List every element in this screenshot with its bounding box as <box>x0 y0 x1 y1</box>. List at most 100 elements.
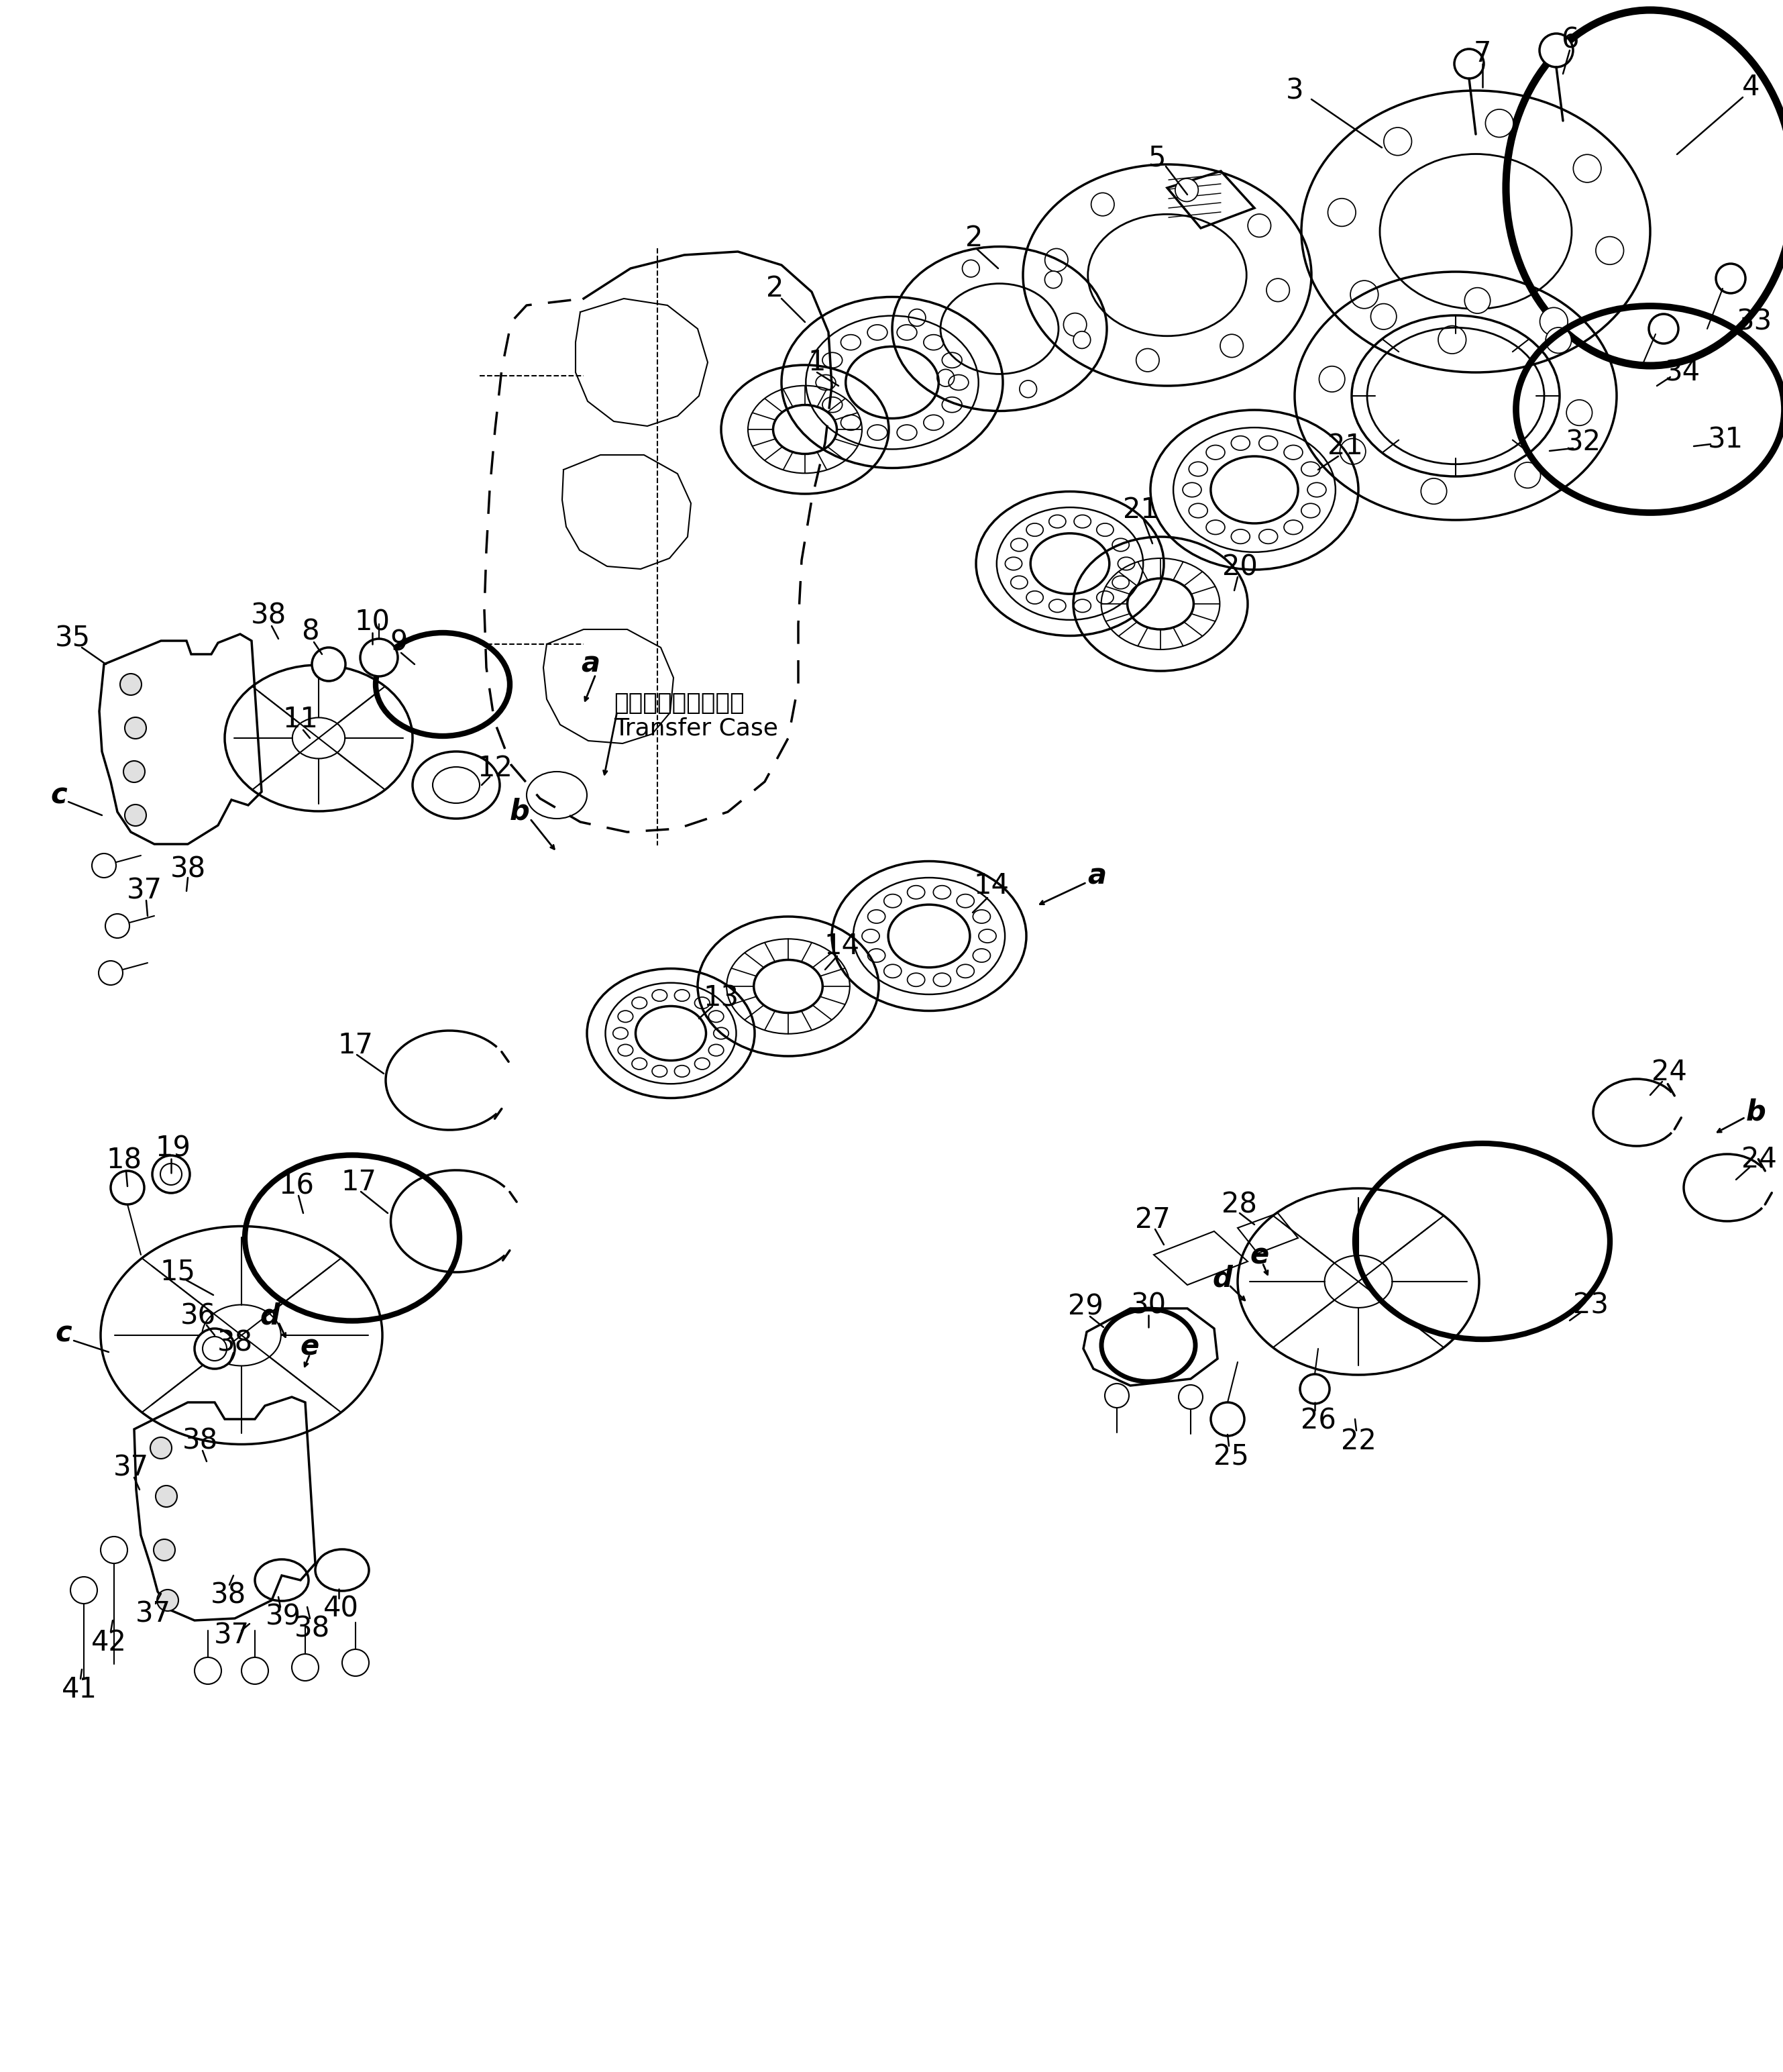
Circle shape <box>1596 236 1624 265</box>
Circle shape <box>1455 50 1483 79</box>
Text: 28: 28 <box>1221 1189 1257 1218</box>
Circle shape <box>194 1328 235 1370</box>
Circle shape <box>111 1171 144 1204</box>
Text: 37: 37 <box>112 1455 148 1481</box>
Circle shape <box>155 1486 177 1506</box>
Text: c: c <box>50 781 68 810</box>
Text: 12: 12 <box>478 754 514 783</box>
Circle shape <box>1350 280 1378 309</box>
Text: 25: 25 <box>1212 1444 1248 1471</box>
Circle shape <box>1421 479 1446 503</box>
Text: a: a <box>1088 862 1105 889</box>
Text: 14: 14 <box>974 872 1009 899</box>
Text: 39: 39 <box>266 1604 301 1631</box>
Text: 19: 19 <box>155 1135 191 1162</box>
Circle shape <box>93 854 116 879</box>
Circle shape <box>71 1577 98 1604</box>
Circle shape <box>1649 315 1678 344</box>
Circle shape <box>1485 110 1514 137</box>
Text: 36: 36 <box>180 1303 216 1330</box>
Text: 9: 9 <box>390 628 408 657</box>
Text: 23: 23 <box>1573 1291 1608 1320</box>
Circle shape <box>125 717 146 740</box>
Text: 32: 32 <box>1565 429 1601 458</box>
Text: 35: 35 <box>55 624 91 653</box>
Text: 4: 4 <box>1742 73 1760 102</box>
Text: 16: 16 <box>278 1173 314 1200</box>
Text: 27: 27 <box>1134 1206 1170 1235</box>
Circle shape <box>1211 1403 1245 1436</box>
Text: 40: 40 <box>323 1595 358 1622</box>
Text: 3: 3 <box>1286 77 1303 106</box>
Circle shape <box>1300 1374 1330 1403</box>
Circle shape <box>1328 199 1355 226</box>
Circle shape <box>123 760 144 783</box>
Circle shape <box>1175 178 1198 201</box>
Circle shape <box>909 309 925 325</box>
Circle shape <box>1567 400 1592 425</box>
Text: 41: 41 <box>61 1676 96 1703</box>
Circle shape <box>1464 288 1491 313</box>
Polygon shape <box>1154 1231 1248 1285</box>
Text: d: d <box>1212 1264 1232 1293</box>
Circle shape <box>98 961 123 984</box>
Text: 21: 21 <box>1123 495 1159 524</box>
Text: 33: 33 <box>1737 309 1772 336</box>
Text: b: b <box>1746 1098 1767 1127</box>
Circle shape <box>1539 33 1573 66</box>
Circle shape <box>1541 307 1567 336</box>
Circle shape <box>1516 462 1541 489</box>
Circle shape <box>1715 263 1746 294</box>
Text: 38: 38 <box>182 1428 218 1455</box>
Circle shape <box>1384 128 1412 155</box>
Text: e: e <box>1250 1241 1269 1270</box>
Circle shape <box>1248 213 1271 236</box>
Text: 8: 8 <box>301 617 319 646</box>
Text: 10: 10 <box>355 609 390 636</box>
Circle shape <box>1045 271 1063 288</box>
Circle shape <box>125 804 146 827</box>
Text: 5: 5 <box>1148 143 1166 172</box>
Circle shape <box>119 673 141 694</box>
Circle shape <box>1220 334 1243 356</box>
Text: 13: 13 <box>703 984 738 1013</box>
Text: 38: 38 <box>294 1614 330 1643</box>
Text: 38: 38 <box>210 1581 246 1610</box>
Text: d: d <box>260 1303 280 1330</box>
Circle shape <box>153 1539 175 1560</box>
Text: 38: 38 <box>250 601 287 630</box>
Circle shape <box>1063 313 1086 336</box>
Text: 2: 2 <box>767 274 783 303</box>
Text: 1: 1 <box>808 348 826 377</box>
Circle shape <box>152 1156 189 1193</box>
Text: 21: 21 <box>1327 433 1362 460</box>
Text: 6: 6 <box>1560 27 1578 54</box>
Circle shape <box>150 1438 171 1459</box>
Circle shape <box>292 1653 319 1680</box>
Circle shape <box>241 1658 267 1685</box>
Circle shape <box>1319 367 1344 392</box>
Circle shape <box>157 1589 178 1612</box>
Circle shape <box>1020 381 1036 398</box>
Circle shape <box>360 638 398 675</box>
Text: b: b <box>510 798 530 827</box>
Text: 22: 22 <box>1341 1428 1376 1455</box>
Text: 14: 14 <box>824 932 859 959</box>
Circle shape <box>1266 278 1289 303</box>
Circle shape <box>194 1658 221 1685</box>
Text: 17: 17 <box>337 1032 373 1059</box>
Circle shape <box>312 646 346 682</box>
Circle shape <box>342 1649 369 1676</box>
Circle shape <box>105 914 130 939</box>
Circle shape <box>1371 305 1396 329</box>
Polygon shape <box>1237 1212 1298 1254</box>
Polygon shape <box>1084 1307 1218 1386</box>
Text: トランスファケース: トランスファケース <box>613 692 744 715</box>
Polygon shape <box>1168 172 1255 228</box>
Text: 20: 20 <box>1221 553 1257 580</box>
Circle shape <box>1339 439 1366 464</box>
Text: 18: 18 <box>107 1146 143 1175</box>
Text: 29: 29 <box>1068 1293 1104 1322</box>
Circle shape <box>963 259 979 278</box>
Circle shape <box>1179 1384 1204 1409</box>
